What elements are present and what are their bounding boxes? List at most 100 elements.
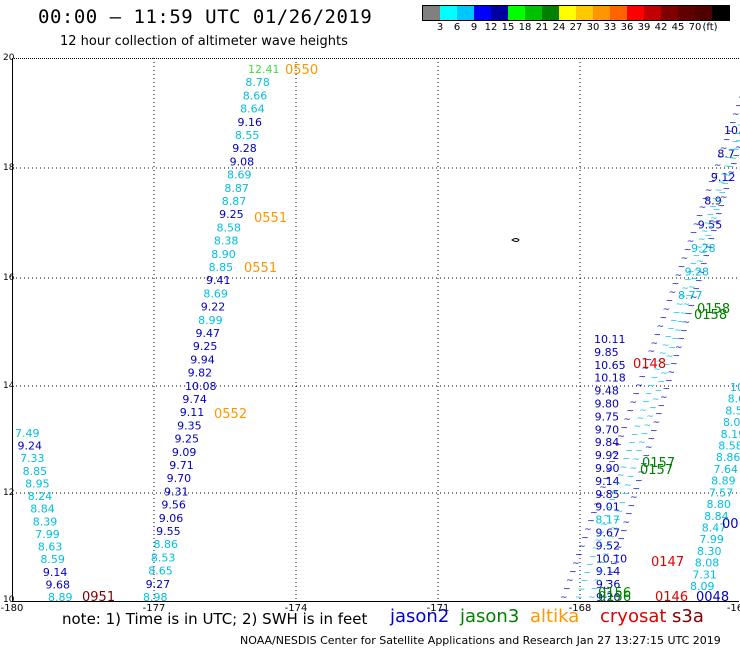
swath-mark: ~	[673, 308, 681, 318]
swath-mark: ~	[668, 368, 676, 378]
swath-mark: ~	[738, 128, 740, 138]
swath-mark: ~	[732, 145, 740, 155]
swath-mark: ~	[619, 498, 627, 508]
legend-label: (ft)	[702, 22, 718, 33]
swath-mark: ~	[607, 533, 615, 543]
swath-mark: ~	[735, 137, 740, 147]
track-value-center: 9.08	[230, 155, 255, 168]
swath-mark: ~	[677, 317, 685, 327]
swath-mark: ~	[730, 160, 738, 170]
track-value-right: 9.52	[596, 539, 621, 552]
time-tag: 0156	[598, 586, 631, 601]
swath-mark: ~	[670, 316, 678, 326]
swath-mark: ~	[589, 552, 597, 562]
track-value-center: 8.86	[154, 538, 179, 551]
legend-swatch	[423, 6, 440, 20]
legend-swatch	[678, 6, 695, 20]
swath-mark: ~	[608, 457, 616, 467]
track-value-left: 8.85	[23, 465, 48, 478]
swath-mark: ~	[735, 143, 740, 153]
swath-mark: ~	[644, 356, 652, 366]
swath-mark: ~	[715, 210, 723, 220]
track-value-center: 8.66	[243, 89, 268, 102]
swath-mark: ~	[735, 101, 740, 111]
color-legend: 3 6 9 12 15 18 21 24 27 30 33 36 39 42 45 70 (ft)	[422, 5, 730, 33]
track-value-center: 8.69	[203, 287, 228, 300]
swath-mark: ~	[653, 365, 661, 375]
x-tick-label: -16	[727, 603, 740, 614]
swath-mark: ~	[698, 268, 706, 278]
track-value-right: 10.65	[594, 359, 626, 372]
legend-swatch	[559, 6, 576, 20]
legend-label: 21	[535, 22, 549, 33]
swath-mark: ~	[716, 197, 724, 207]
swath-mark: ~	[729, 118, 737, 128]
satellite-jason2: jason2	[390, 606, 450, 627]
track-value-center: 9.27	[146, 578, 171, 591]
swath-mark: ~	[628, 438, 636, 448]
time-tag: 0158	[697, 302, 730, 317]
track-value-outer: 8.08	[695, 557, 720, 570]
swath-mark: ~	[603, 512, 611, 522]
swath-mark: ~	[681, 284, 689, 294]
swath-mark: ~	[569, 568, 577, 578]
swath-mark: ~	[584, 525, 592, 535]
swath-mark: ~	[648, 381, 656, 391]
swath-mark: ~	[671, 335, 679, 345]
swath-mark: ~	[620, 424, 628, 434]
swath-mark: ~	[623, 415, 631, 425]
track-value-right: 9.85	[594, 346, 619, 359]
swath-mark: ~	[693, 220, 701, 230]
swath-mark: ~	[688, 283, 696, 293]
track-value-outer: 8.80	[706, 498, 731, 511]
swath-mark: ~	[633, 485, 641, 495]
units-note: note: 1) Time is in UTC; 2) SWH is in fe…	[62, 610, 368, 628]
track-value-outer: 8.47	[702, 521, 727, 534]
swath-mark: ~	[713, 218, 721, 228]
time-tag: 0158	[694, 308, 727, 323]
track-value-topright: 9.28	[685, 265, 710, 278]
swath-mark: ~	[723, 162, 731, 172]
track-value-left: 8.39	[33, 515, 58, 528]
swath-mark: ~	[635, 381, 643, 391]
swath-mark: ~	[628, 501, 636, 511]
swath-mark: ~	[690, 293, 698, 303]
y-tick-label: 16	[3, 273, 15, 283]
track-value-right: 9.36	[596, 578, 621, 591]
legend-label: 15	[501, 22, 515, 33]
swath-mark: ~	[660, 313, 668, 323]
track-value-outer: 7.31	[692, 568, 717, 581]
legend-label: 45	[671, 22, 685, 33]
track-value-center: 9.09	[172, 446, 197, 459]
time-tag: 0951	[82, 590, 115, 605]
satellite-s3a: s3a	[672, 606, 704, 627]
track-value-right: 9.84	[595, 436, 620, 449]
y-tick-label: 14	[3, 381, 15, 391]
legend-swatch	[576, 6, 593, 20]
swath-mark: ~	[578, 585, 586, 595]
swath-mark: ~	[581, 577, 589, 587]
plot-frame	[12, 58, 739, 602]
swath-mark: ~	[666, 352, 674, 362]
x-tick-label: -174	[285, 603, 308, 614]
swath-mark: ~	[685, 292, 693, 302]
track-value-center: 8.90	[211, 248, 236, 261]
swath-mark: ~	[707, 223, 715, 233]
legend-swatch	[627, 6, 644, 20]
track-value-center: 8.65	[148, 565, 173, 578]
swath-mark: ~	[610, 560, 618, 570]
track-value-right: 9.14	[595, 475, 620, 488]
swath-mark: ~	[613, 516, 621, 526]
track-value-topright: 9.28	[691, 242, 716, 255]
swath-mark: ~	[670, 360, 678, 370]
track-value-topright: 8.9	[704, 195, 722, 208]
swath-mark: ~	[674, 326, 682, 336]
swath-mark: ~	[638, 438, 646, 448]
swath-mark: ~	[723, 135, 731, 145]
swath-mark: ~	[715, 186, 723, 196]
swath-mark: ~	[623, 518, 631, 528]
track-value-center: 9.25	[193, 340, 218, 353]
track-value-right: 9.90	[595, 462, 620, 475]
swath-mark: ~	[621, 490, 629, 500]
track-value-center: 9.25	[219, 208, 244, 221]
